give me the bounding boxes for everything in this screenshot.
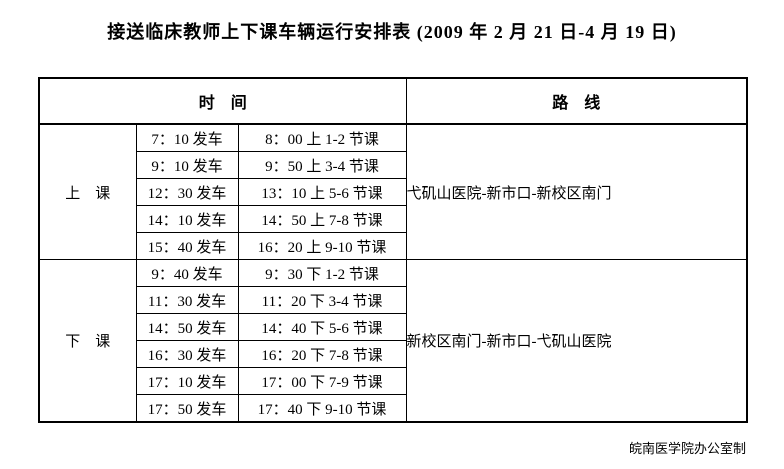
class-time: 14：50 上 7-8 节课: [237, 205, 407, 233]
table-row: 17：50 发车 17：40 下 9-10 节课: [39, 394, 747, 423]
class-time: 11：20 下 3-4 节课: [237, 286, 407, 314]
depart-time: 17：50 发车: [135, 394, 239, 423]
col-header-route: 路 线: [405, 77, 748, 125]
table-row: 14：10 发车 14：50 上 7-8 节课: [39, 205, 747, 233]
header-row: 时 间 路 线: [38, 77, 748, 125]
section-label-to-class: 上 课: [38, 123, 137, 260]
table-row: 下 课 9：40 发车 9：30 下 1-2 节课 新校区南门-新市口-弋矶山医…: [38, 259, 748, 423]
depart-time: 7：10 发车: [135, 123, 239, 152]
section-label-after-class: 下 课: [38, 259, 137, 423]
issuer-note: 皖南医学院办公室制: [628, 441, 746, 456]
route-after-class: 新校区南门-新市口-弋矶山医院: [405, 259, 748, 423]
class-time: 13：10 上 5-6 节课: [237, 178, 407, 206]
depart-time: 14：10 发车: [135, 205, 239, 233]
depart-time: 9：40 发车: [135, 259, 239, 287]
class-time: 16：20 下 7-8 节课: [237, 340, 407, 368]
table-row: 11：30 发车 11：20 下 3-4 节课: [39, 286, 747, 314]
depart-time: 17：10 发车: [135, 367, 239, 395]
bus-schedule-table: 时 间 路 线 上 课 7：10 发车 8：00 上 1-2 节课 弋矶山医院-…: [38, 77, 749, 423]
table-row: 14：50 发车 14：40 下 5-6 节课: [39, 313, 747, 341]
class-time: 17：00 下 7-9 节课: [237, 367, 407, 395]
table-row: 上 课 7：10 发车 8：00 上 1-2 节课 弋矶山医院-新市口-新校区南…: [38, 123, 748, 260]
class-time: 9：50 上 3-4 节课: [237, 151, 407, 179]
class-time: 16：20 上 9-10 节课: [237, 232, 407, 260]
table-row: 17：10 发车 17：00 下 7-9 节课: [39, 367, 747, 395]
table-row: 12：30 发车 13：10 上 5-6 节课: [39, 178, 747, 206]
class-time: 17：40 下 9-10 节课: [237, 394, 407, 423]
page-title: 接送临床教师上下课车辆运行安排表 (2009 年 2 月 21 日-4 月 19…: [107, 22, 677, 42]
route-to-class: 弋矶山医院-新市口-新校区南门: [405, 123, 748, 260]
depart-time: 9：10 发车: [135, 151, 239, 179]
depart-time: 15：40 发车: [135, 232, 239, 260]
depart-time: 11：30 发车: [135, 286, 239, 314]
class-time: 14：40 下 5-6 节课: [237, 313, 407, 341]
depart-time: 16：30 发车: [135, 340, 239, 368]
depart-time: 14：50 发车: [135, 313, 239, 341]
table-row: 9：10 发车 9：50 上 3-4 节课: [39, 151, 747, 179]
table-row: 15：40 发车 16：20 上 9-10 节课: [39, 232, 747, 260]
table-row: 16：30 发车 16：20 下 7-8 节课: [39, 340, 747, 368]
class-time: 9：30 下 1-2 节课: [237, 259, 407, 287]
depart-time: 12：30 发车: [135, 178, 239, 206]
col-header-time: 时 间: [38, 77, 407, 125]
class-time: 8：00 上 1-2 节课: [237, 123, 407, 152]
